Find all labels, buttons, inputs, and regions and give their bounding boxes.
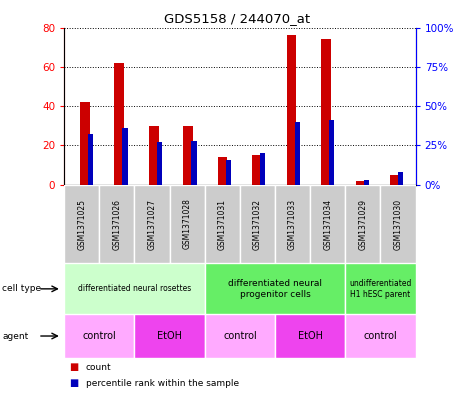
Bar (80, 102, 90, 185)
Bar (310, 185, 345, 263)
Text: differentiated neural rosettes: differentiated neural rosettes (78, 285, 191, 293)
Text: cell type: cell type (2, 285, 41, 293)
Bar (240, 185, 275, 263)
Bar (329, 120, 334, 185)
Text: GSM1371030: GSM1371030 (394, 198, 402, 250)
Text: EtOH: EtOH (298, 331, 323, 341)
Bar (205, 263, 345, 314)
Bar (134, 314, 205, 358)
Bar (64, 263, 205, 314)
Bar (226, 160, 231, 185)
Text: GSM1371029: GSM1371029 (359, 198, 367, 250)
Bar (64, 185, 99, 263)
Bar (252, 155, 262, 185)
Bar (170, 185, 205, 263)
Bar (295, 122, 300, 185)
Bar (218, 157, 228, 185)
Bar (380, 185, 416, 263)
Bar (149, 126, 159, 185)
Bar (356, 181, 365, 185)
Text: GSM1371032: GSM1371032 (253, 198, 262, 250)
Text: ■: ■ (69, 378, 78, 388)
Text: count: count (86, 363, 111, 372)
Bar (191, 141, 197, 185)
Text: GSM1371026: GSM1371026 (113, 198, 121, 250)
Bar (260, 153, 266, 185)
Text: GSM1371034: GSM1371034 (323, 198, 332, 250)
Bar (183, 126, 193, 185)
Bar (205, 185, 240, 263)
Bar (390, 175, 400, 185)
Bar (275, 314, 345, 358)
Bar (134, 185, 170, 263)
Bar (345, 185, 380, 263)
Text: GSM1371025: GSM1371025 (77, 198, 86, 250)
Bar (88, 134, 93, 185)
Bar (114, 63, 124, 185)
Text: GSM1371031: GSM1371031 (218, 198, 227, 250)
Bar (275, 185, 310, 263)
Bar (157, 142, 162, 185)
Text: GSM1371028: GSM1371028 (183, 198, 191, 250)
Text: undifferentiated
H1 hESC parent: undifferentiated H1 hESC parent (349, 279, 412, 299)
Text: percentile rank within the sample: percentile rank within the sample (86, 379, 238, 387)
Text: control: control (223, 331, 257, 341)
Bar (398, 172, 403, 185)
Text: ■: ■ (69, 362, 78, 373)
Text: control: control (82, 331, 116, 341)
Bar (123, 128, 128, 185)
Text: agent: agent (2, 332, 28, 340)
Text: differentiated neural
progenitor cells: differentiated neural progenitor cells (228, 279, 322, 299)
Bar (64, 314, 134, 358)
Bar (345, 314, 416, 358)
Text: EtOH: EtOH (157, 331, 182, 341)
Bar (287, 35, 296, 185)
Text: GSM1371027: GSM1371027 (148, 198, 156, 250)
Bar (345, 263, 416, 314)
Text: GSM1371033: GSM1371033 (288, 198, 297, 250)
Text: GDS5158 / 244070_at: GDS5158 / 244070_at (164, 12, 311, 25)
Bar (99, 185, 134, 263)
Bar (364, 180, 369, 185)
Text: control: control (363, 331, 398, 341)
Bar (321, 39, 331, 185)
Bar (205, 314, 275, 358)
